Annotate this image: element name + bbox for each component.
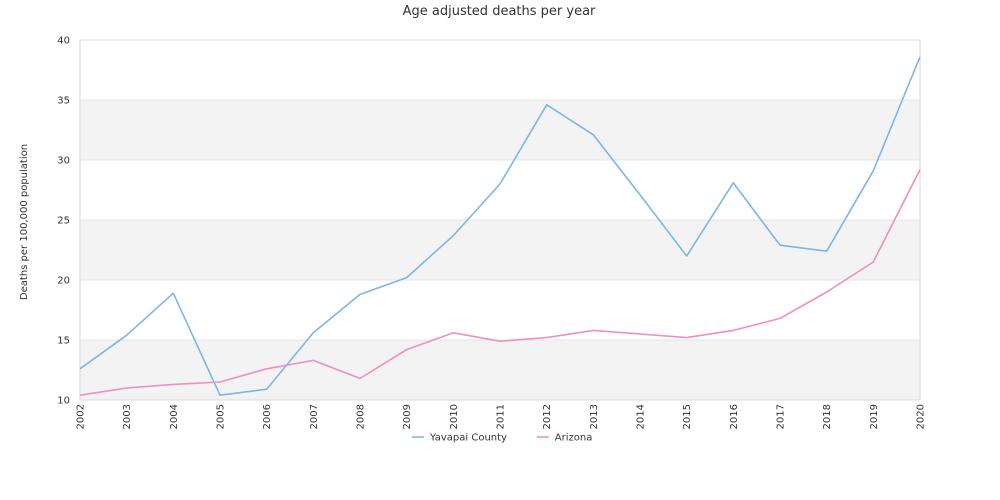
- x-tick-label: 2007: [309, 404, 320, 429]
- x-tick-label: 2006: [262, 404, 273, 429]
- chart-title: Age adjusted deaths per year: [403, 4, 596, 19]
- grid-band: [80, 100, 920, 160]
- y-tick-label: 35: [57, 96, 70, 107]
- x-tick-label: 2009: [402, 404, 413, 429]
- grid-band: [80, 340, 920, 400]
- y-tick-label: 20: [57, 276, 70, 287]
- y-tick-label: 30: [57, 156, 70, 167]
- x-tick-label: 2003: [122, 404, 133, 429]
- x-tick-label: 2015: [682, 404, 693, 429]
- x-tick-label: 2017: [776, 404, 787, 429]
- grid-band: [80, 280, 920, 340]
- x-tick-label: 2010: [449, 404, 460, 429]
- x-tick-label: 2018: [822, 404, 833, 429]
- x-tick-label: 2013: [589, 404, 600, 429]
- x-tick-label: 2020: [916, 404, 927, 429]
- grid-band: [80, 220, 920, 280]
- x-axis-ticks: 2002 2003 2004 2005 2006 2007 2008 2009 2010 2011…: [76, 404, 927, 429]
- legend-item[interactable]: Arizona: [555, 433, 593, 444]
- y-axis-label: Deaths per 100,000 population: [19, 144, 30, 300]
- x-tick-label: 2016: [729, 404, 740, 429]
- grid-band: [80, 160, 920, 220]
- x-tick-label: 2005: [216, 404, 227, 429]
- x-tick-label: 2008: [356, 404, 367, 429]
- legend: Yavapai County Arizona: [412, 433, 592, 444]
- y-tick-label: 15: [57, 336, 70, 347]
- x-tick-label: 2011: [496, 404, 507, 429]
- y-tick-label: 25: [57, 216, 70, 227]
- y-axis-ticks: 10 15 20 25 30 35 40: [57, 36, 70, 407]
- y-tick-label: 10: [57, 396, 70, 407]
- y-tick-label: 40: [57, 36, 70, 47]
- series-lines: [79, 56, 921, 397]
- grid-bands: [80, 40, 920, 400]
- legend-item[interactable]: Yavapai County: [429, 433, 507, 444]
- x-tick-label: 2019: [869, 404, 880, 429]
- x-tick-label: 2012: [542, 404, 553, 429]
- plot-frame: [79, 39, 921, 401]
- x-tick-label: 2002: [76, 404, 87, 429]
- x-tick-label: 2004: [169, 404, 180, 429]
- series-line: [79, 169, 921, 396]
- grid-band: [80, 40, 920, 100]
- x-tick-label: 2014: [636, 404, 647, 429]
- series-line: [79, 56, 921, 397]
